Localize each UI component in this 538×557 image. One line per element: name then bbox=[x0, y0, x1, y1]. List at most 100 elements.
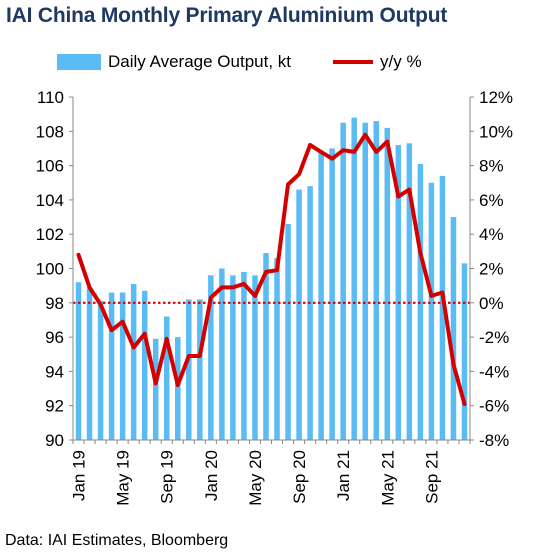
x-tick-label: Sep 21 bbox=[422, 450, 441, 504]
yoy-point bbox=[121, 320, 124, 323]
yoy-point bbox=[286, 183, 290, 186]
bar bbox=[395, 145, 402, 440]
bar bbox=[108, 292, 115, 440]
yoy-point bbox=[452, 363, 455, 366]
left-tick-label: 104 bbox=[36, 191, 64, 210]
bar bbox=[362, 122, 368, 440]
yoy-point bbox=[364, 133, 367, 136]
bar bbox=[285, 223, 291, 440]
bar bbox=[141, 290, 148, 440]
bar bbox=[186, 299, 192, 440]
bar bbox=[86, 287, 93, 440]
bar bbox=[197, 299, 203, 440]
yoy-point bbox=[275, 269, 279, 272]
bar bbox=[163, 316, 170, 440]
legend-item-yoy: y/y % bbox=[333, 52, 422, 72]
yoy-point bbox=[430, 294, 433, 298]
bar bbox=[230, 275, 236, 440]
yoy-point bbox=[330, 157, 334, 160]
yoy-point bbox=[441, 291, 444, 294]
bar bbox=[384, 127, 391, 441]
left-tick-label: 96 bbox=[45, 328, 64, 347]
x-tick-label: Jan 19 bbox=[70, 450, 89, 501]
right-tick-label: -4% bbox=[479, 362, 509, 381]
bar bbox=[450, 217, 457, 440]
left-tick-label: 90 bbox=[45, 431, 64, 450]
x-tick-label: May 20 bbox=[246, 450, 265, 506]
yoy-point bbox=[176, 383, 179, 387]
yoy-point bbox=[209, 296, 213, 299]
yoy-point bbox=[375, 150, 378, 154]
bar bbox=[75, 282, 82, 440]
bar bbox=[307, 186, 313, 440]
legend-swatch-bars bbox=[57, 54, 101, 70]
bar bbox=[329, 148, 335, 440]
right-tick-label: 4% bbox=[479, 225, 504, 244]
right-tick-label: 8% bbox=[479, 157, 504, 176]
bar bbox=[130, 283, 137, 440]
yoy-point bbox=[319, 150, 323, 154]
yoy-point bbox=[341, 148, 345, 152]
bar bbox=[175, 337, 181, 440]
bar bbox=[219, 268, 225, 440]
bar bbox=[119, 292, 126, 440]
yoy-point bbox=[264, 270, 268, 274]
bar bbox=[351, 117, 357, 440]
legend-item-output: Daily Average Output, kt bbox=[57, 52, 291, 72]
bar bbox=[439, 175, 446, 440]
right-tick-label: -2% bbox=[479, 328, 509, 347]
left-tick-label: 102 bbox=[36, 225, 64, 244]
x-tick-label: Jan 21 bbox=[334, 450, 353, 501]
yoy-point bbox=[99, 303, 102, 306]
yoy-point bbox=[308, 143, 312, 147]
left-tick-label: 110 bbox=[37, 88, 64, 107]
yoy-point bbox=[198, 354, 202, 358]
legend-swatch-line bbox=[333, 60, 373, 64]
legend-label-output: Daily Average Output, kt bbox=[108, 52, 292, 71]
x-tick-label: Sep 19 bbox=[158, 450, 177, 504]
bar bbox=[318, 151, 324, 440]
yoy-point bbox=[242, 282, 246, 286]
legend-label-yoy: y/y % bbox=[380, 52, 422, 71]
yoy-point bbox=[165, 337, 168, 341]
x-tick-label: Jan 20 bbox=[202, 450, 221, 501]
bar bbox=[461, 263, 468, 440]
chart-title: IAI China Monthly Primary Aluminium Outp… bbox=[6, 4, 448, 27]
left-tick-label: 100 bbox=[36, 260, 64, 279]
left-tick-label: 108 bbox=[36, 122, 64, 141]
bar bbox=[428, 182, 435, 440]
yoy-point bbox=[88, 286, 91, 289]
right-tick-label: 10% bbox=[479, 122, 513, 141]
bar bbox=[340, 122, 346, 440]
right-tick-label: -8% bbox=[479, 431, 509, 450]
yoy-point bbox=[154, 382, 157, 385]
right-tick-label: 12% bbox=[479, 88, 513, 107]
bar bbox=[241, 271, 247, 440]
left-tick-label: 94 bbox=[45, 362, 64, 381]
yoy-point bbox=[408, 188, 411, 191]
yoy-point bbox=[463, 402, 466, 406]
bar bbox=[373, 121, 380, 440]
yoy-point bbox=[143, 332, 146, 335]
bar bbox=[152, 338, 159, 440]
bar bbox=[97, 301, 104, 440]
yoy-point bbox=[77, 253, 80, 256]
yoy-point bbox=[419, 251, 422, 255]
right-tick-label: 6% bbox=[479, 191, 504, 210]
yoy-point bbox=[386, 140, 389, 143]
right-tick-label: 0% bbox=[479, 294, 504, 313]
yoy-point bbox=[110, 329, 113, 332]
source-note: Data: IAI Estimates, Bloomberg bbox=[5, 532, 229, 549]
bar bbox=[296, 189, 302, 440]
yoy-point bbox=[353, 150, 356, 154]
left-tick-label: 92 bbox=[45, 397, 64, 416]
yoy-point bbox=[397, 195, 400, 198]
bar bbox=[252, 275, 258, 440]
x-tick-label: May 21 bbox=[378, 450, 397, 506]
yoy-point bbox=[187, 354, 190, 358]
left-tick-label: 98 bbox=[45, 294, 64, 313]
chart-legend: Daily Average Output, kt y/y % bbox=[0, 52, 538, 76]
bar bbox=[274, 258, 280, 440]
yoy-point bbox=[297, 172, 301, 176]
